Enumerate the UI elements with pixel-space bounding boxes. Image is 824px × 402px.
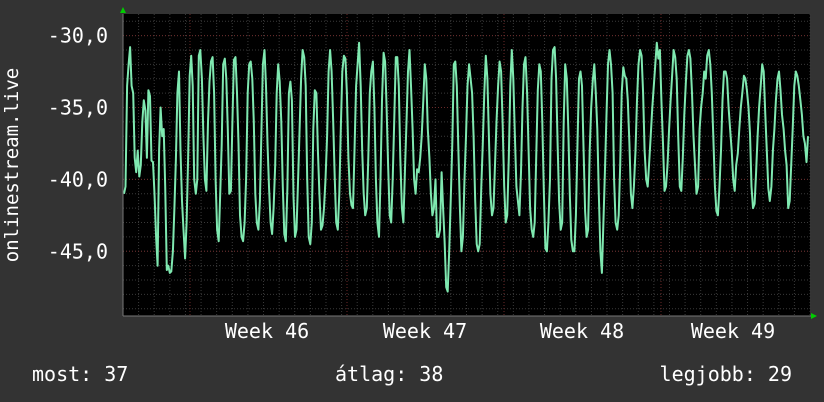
y-tick-label: -40,0 — [48, 167, 108, 191]
now-label: most: — [32, 362, 93, 386]
x-tick-labels: Week 46 Week 47 Week 48 Week 49 — [225, 319, 775, 343]
footer-average: átlag: 38 — [335, 362, 443, 386]
x-tick-label: Week 47 — [383, 319, 467, 343]
y-tick-labels: -30,0 -35,0 -40,0 -45,0 — [48, 24, 108, 264]
y-axis-arrow-icon — [120, 7, 126, 13]
x-axis-arrow-icon — [811, 313, 817, 319]
average-value: 38 — [419, 362, 444, 386]
best-value: 29 — [767, 362, 792, 386]
y-axis-label: onlinestream.live — [1, 68, 23, 262]
series-line — [123, 41, 809, 293]
x-tick-label: Week 46 — [225, 319, 309, 343]
x-tick-label: Week 48 — [540, 319, 624, 343]
y-tick-label: -30,0 — [48, 24, 108, 48]
average-label: átlag: — [335, 362, 408, 386]
best-label: legjobb: — [659, 362, 756, 386]
footer-now: most: 37 — [32, 362, 128, 386]
y-tick-label: -35,0 — [48, 95, 108, 119]
now-value: 37 — [104, 362, 129, 386]
y-tick-label: -45,0 — [48, 239, 108, 263]
x-tick-label: Week 49 — [691, 319, 775, 343]
footer-best: legjobb: 29 — [660, 362, 792, 386]
